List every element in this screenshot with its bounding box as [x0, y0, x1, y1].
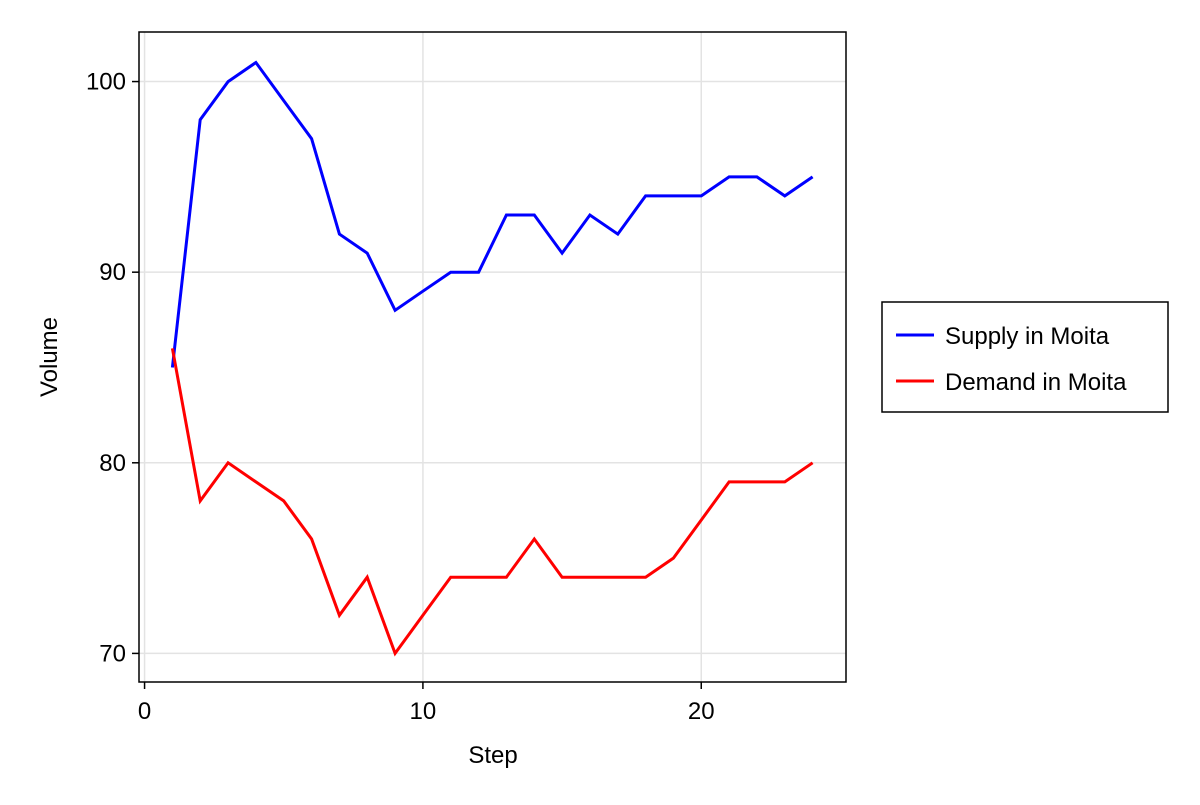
y-tick-label: 90 [99, 259, 126, 286]
x-tick-label: 20 [688, 698, 715, 725]
axis-ticks: 0 10 20 70 80 90 100 [86, 69, 715, 725]
y-tick-label: 80 [99, 450, 126, 477]
legend-label: Supply in Moita [945, 323, 1110, 350]
y-tick-label: 70 [99, 640, 126, 667]
supply-in-moita-line [170, 60, 814, 368]
legend-box [881, 301, 1169, 413]
legend: Supply in Moita Demand in Moita [881, 301, 1169, 413]
demand-in-moita-line [170, 348, 814, 657]
x-axis-label: Step [468, 742, 517, 769]
plot-frame [138, 31, 847, 683]
x-tick-label: 0 [138, 698, 151, 725]
y-tick-label: 100 [86, 69, 126, 96]
x-tick-label: 10 [410, 698, 437, 725]
legend-label: Demand in Moita [945, 369, 1127, 396]
y-axis-label: Volume [36, 317, 63, 397]
grid-lines [139, 32, 846, 682]
series-lines [170, 60, 814, 657]
